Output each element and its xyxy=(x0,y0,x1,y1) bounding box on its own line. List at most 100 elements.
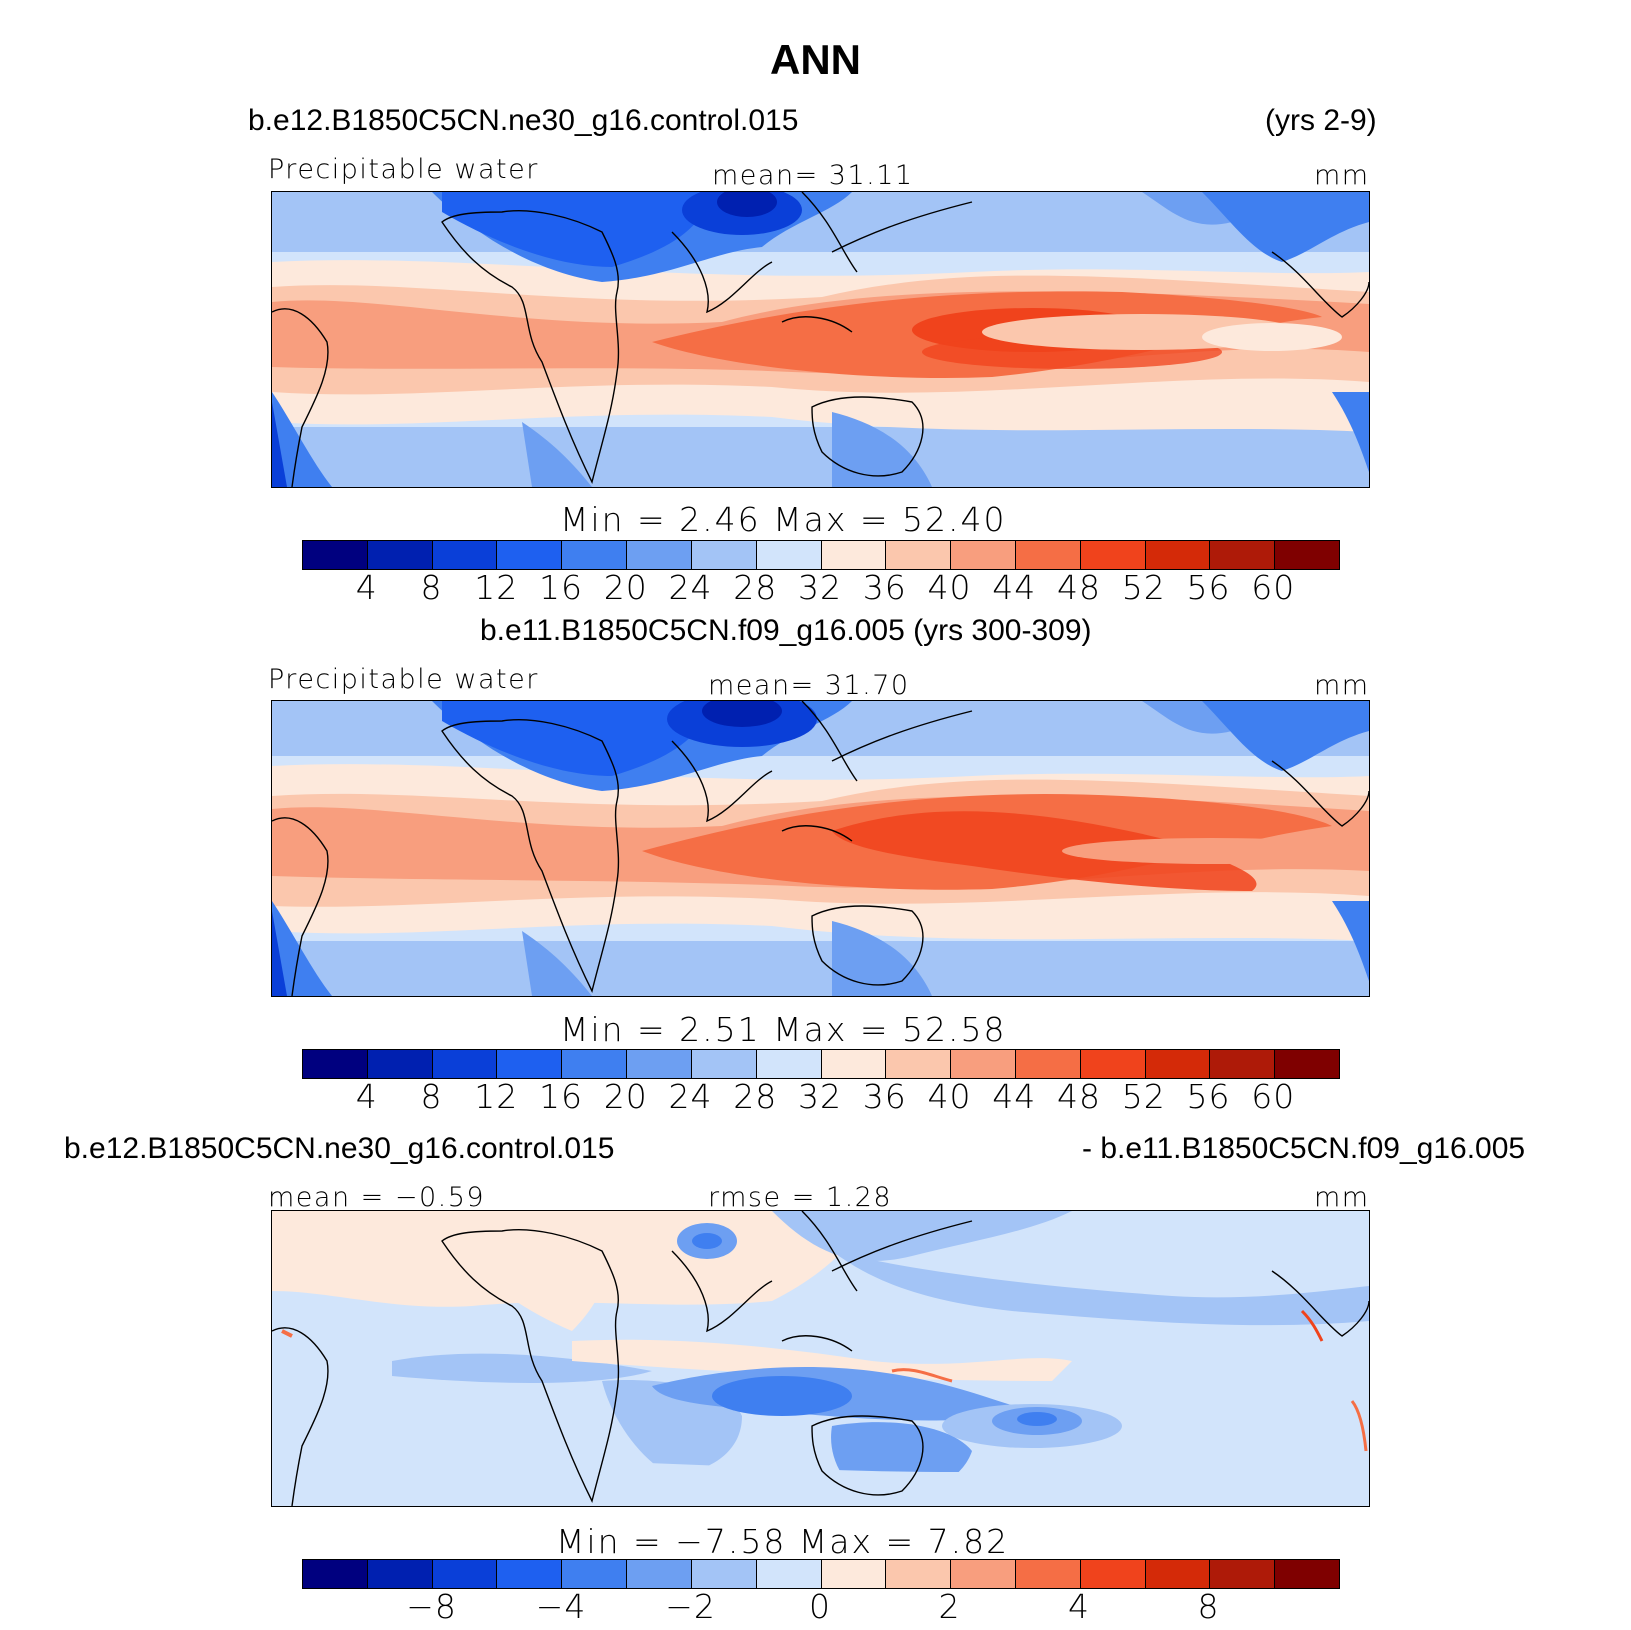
panel3-colorbar-ticks: −8 −4 −2 0 2 4 8 xyxy=(302,1587,1338,1626)
colorbar-segment xyxy=(497,541,563,569)
colorbar-tick-label: −8 xyxy=(406,1587,457,1626)
colorbar-tick-label: 40 xyxy=(927,1077,972,1116)
colorbar-tick-label: 32 xyxy=(798,1077,842,1116)
panel1-map xyxy=(271,191,1370,488)
colorbar-tick-label: 12 xyxy=(474,568,519,607)
colorbar-segment xyxy=(691,1050,757,1078)
figure-title: ANN xyxy=(770,36,861,83)
colorbar-tick-label: 20 xyxy=(603,568,648,607)
colorbar-tick-label: 0 xyxy=(809,1587,831,1626)
panel3-contour-field xyxy=(272,1211,1369,1506)
panel1-minmax-label: Min = 2.46 Max = 52.40 xyxy=(560,500,1007,539)
colorbar-segment xyxy=(432,541,498,569)
colorbar-tick-label: 36 xyxy=(862,568,907,607)
colorbar-segment xyxy=(1080,541,1146,569)
panel3-case-label: b.e12.B1850C5CN.ne30_g16.control.015 xyxy=(64,1132,615,1165)
panel1-variable-label: Precipitable water xyxy=(268,154,539,185)
panel3-mean-label: mean = −0.59 xyxy=(268,1182,486,1213)
colorbar-tick-label: 56 xyxy=(1186,1077,1231,1116)
colorbar-tick-label: 24 xyxy=(668,1077,713,1116)
colorbar-tick-label: 44 xyxy=(992,568,1037,607)
colorbar-segment xyxy=(562,1560,628,1588)
colorbar-segment xyxy=(821,1050,887,1078)
colorbar-tick-label: 32 xyxy=(798,568,842,607)
colorbar-segment xyxy=(562,1050,628,1078)
colorbar-segment xyxy=(497,1560,563,1588)
colorbar-segment xyxy=(691,541,757,569)
colorbar-segment xyxy=(432,1560,498,1588)
colorbar-segment xyxy=(1145,1050,1211,1078)
panel2-colorbar-ticks: 4 8 12 16 20 24 28 32 36 40 44 48 52 56 60 xyxy=(302,1077,1338,1116)
panel2-units-label: mm xyxy=(1314,670,1370,701)
colorbar-segment xyxy=(951,541,1016,569)
colorbar-tick-label: 60 xyxy=(1251,1077,1296,1116)
colorbar-tick-label: 28 xyxy=(733,568,778,607)
colorbar-tick-label: 52 xyxy=(1121,1077,1166,1116)
colorbar-segment xyxy=(367,541,433,569)
colorbar-segment xyxy=(562,541,628,569)
panel3-map xyxy=(271,1210,1370,1507)
colorbar-tick-label: 48 xyxy=(1057,1077,1101,1116)
colorbar-segment xyxy=(886,1560,952,1588)
panel1-colorbar xyxy=(302,540,1340,570)
panel2-mean-label: mean= 31.70 xyxy=(708,670,910,701)
colorbar-segment xyxy=(951,1560,1016,1588)
colorbar-segment xyxy=(1145,541,1211,569)
colorbar-segment xyxy=(367,1050,433,1078)
colorbar-segment xyxy=(1015,541,1081,569)
colorbar-tick-label: 8 xyxy=(420,1077,443,1116)
panel3-units-label: mm xyxy=(1314,1182,1370,1213)
colorbar-tick-label: 28 xyxy=(733,1077,778,1116)
panel2-minmax-label: Min = 2.51 Max = 52.58 xyxy=(560,1010,1007,1049)
panel3-subtracted-case-label: - b.e11.B1850C5CN.f09_g16.005 xyxy=(1082,1132,1526,1165)
colorbar-segment xyxy=(497,1050,563,1078)
panel3-rmse-label: rmse = 1.28 xyxy=(708,1182,893,1213)
panel3-colorbar xyxy=(302,1559,1340,1589)
panel1-mean-label: mean= 31.11 xyxy=(712,160,914,191)
colorbar-tick-label: 2 xyxy=(938,1587,961,1626)
colorbar-tick-label: 16 xyxy=(539,568,583,607)
panel1-contour-field xyxy=(272,192,1369,487)
colorbar-tick-label: 48 xyxy=(1057,568,1101,607)
colorbar-tick-label: 4 xyxy=(355,568,378,607)
colorbar-segment xyxy=(1015,1560,1081,1588)
panel1-case-label: b.e12.B1850C5CN.ne30_g16.control.015 xyxy=(248,104,799,137)
panel3-minmax-label: Min = −7.58 Max = 7.82 xyxy=(556,1522,1010,1561)
colorbar-tick-label: 20 xyxy=(603,1077,648,1116)
panel2-contour-field xyxy=(272,701,1369,996)
colorbar-segment xyxy=(886,1050,952,1078)
colorbar-segment xyxy=(303,1560,368,1588)
colorbar-segment xyxy=(886,541,952,569)
colorbar-tick-label: 4 xyxy=(355,1077,378,1116)
colorbar-tick-label: 60 xyxy=(1251,568,1296,607)
colorbar-segment xyxy=(1275,1050,1339,1078)
panel1-colorbar-ticks: 4 8 12 16 20 24 28 32 36 40 44 48 52 56 60 xyxy=(302,568,1338,607)
colorbar-segment xyxy=(1210,1560,1276,1588)
panel2-map xyxy=(271,700,1370,997)
colorbar-tick-label: 8 xyxy=(420,568,443,607)
colorbar-segment xyxy=(627,1050,692,1078)
colorbar-tick-label: 52 xyxy=(1121,568,1166,607)
colorbar-segment xyxy=(303,1050,368,1078)
colorbar-segment xyxy=(432,1050,498,1078)
colorbar-segment xyxy=(821,541,887,569)
colorbar-segment xyxy=(1080,1050,1146,1078)
colorbar-tick-label: 24 xyxy=(668,568,713,607)
colorbar-tick-label: −4 xyxy=(535,1587,587,1626)
colorbar-segment xyxy=(1275,541,1339,569)
colorbar-segment xyxy=(1145,1560,1211,1588)
colorbar-segment xyxy=(627,541,692,569)
colorbar-tick-label: 16 xyxy=(539,1077,583,1116)
panel1-units-label: mm xyxy=(1314,160,1370,191)
colorbar-segment xyxy=(756,541,822,569)
colorbar-tick-label: 4 xyxy=(1068,1587,1090,1626)
colorbar-tick-label: 44 xyxy=(992,1077,1037,1116)
colorbar-segment xyxy=(756,1560,822,1588)
panel2-variable-label: Precipitable water xyxy=(268,664,539,695)
colorbar-segment xyxy=(821,1560,887,1588)
colorbar-tick-label: 40 xyxy=(927,568,972,607)
colorbar-tick-label: 12 xyxy=(474,1077,519,1116)
colorbar-segment xyxy=(1210,1050,1276,1078)
colorbar-segment xyxy=(756,1050,822,1078)
panel2-colorbar xyxy=(302,1049,1340,1079)
